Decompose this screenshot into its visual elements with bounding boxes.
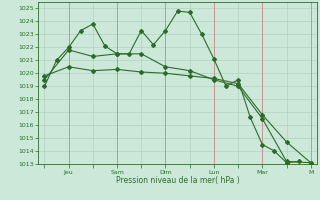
X-axis label: Pression niveau de la mer( hPa ): Pression niveau de la mer( hPa )	[116, 176, 239, 185]
